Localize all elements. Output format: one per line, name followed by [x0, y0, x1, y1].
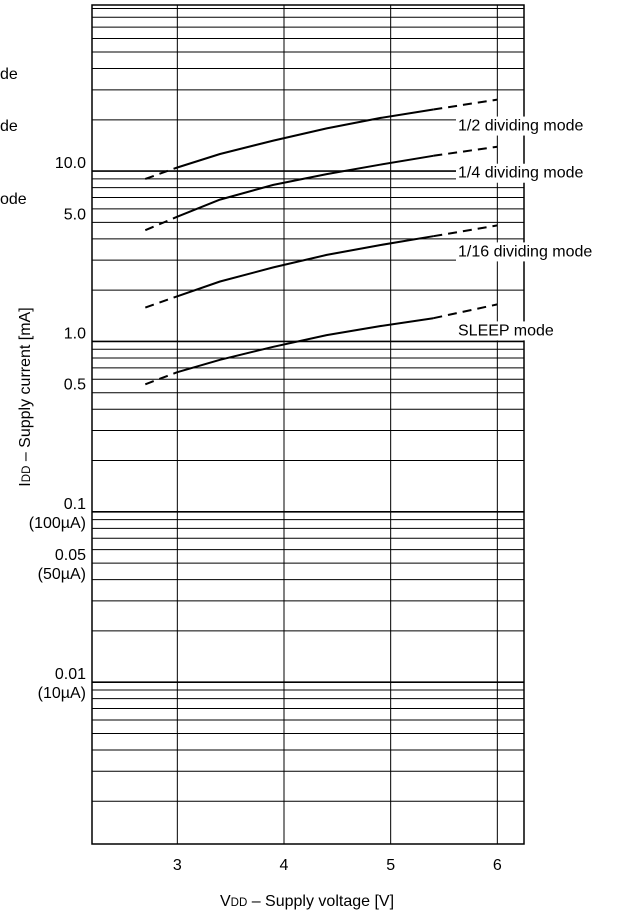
- y-tick-label: 5.0: [64, 206, 86, 223]
- series-1-dashed-low: [144, 166, 178, 180]
- series-4-dashed-low: [144, 371, 178, 386]
- y-tick-label: (50µA): [38, 566, 86, 583]
- series-1-line: [176, 108, 434, 169]
- series-3-dashed-high: [433, 224, 498, 238]
- y-tick-label: (10µA): [38, 685, 86, 702]
- series-1-dashed-high: [433, 98, 498, 111]
- series-4-dashed-high: [433, 303, 498, 320]
- series-label-3: 1/16 dividing mode: [458, 243, 592, 260]
- x-tick-label-5: 5: [386, 857, 395, 874]
- plot-frame: [91, 4, 525, 845]
- clipped-label-3: ode: [0, 191, 27, 208]
- series-2-line: [176, 154, 434, 218]
- y-tick-label: (100µA): [29, 515, 86, 532]
- y-tick-label: 0.01: [55, 666, 86, 683]
- series-3-dashed-low: [144, 295, 178, 309]
- series-2-dashed-high: [433, 145, 498, 157]
- series-label-2: 1/4 dividing mode: [458, 165, 584, 182]
- x-tick-labels: 3 4 5 6: [173, 857, 502, 874]
- series-3-line: [176, 235, 434, 298]
- x-axis-label: VDD – Supply voltage [V]: [220, 893, 394, 910]
- y-tick-labels: 10.0 5.0 1.0 0.5 0.1 (100µA) 0.05 (50µA) 0.01 (10…: [29, 155, 86, 702]
- y-tick-label: 1.0: [64, 325, 86, 342]
- clipped-label-2: de: [0, 118, 18, 135]
- series-label-backing: [456, 242, 595, 262]
- y-tick-label: 0.1: [64, 496, 86, 513]
- series-label-backing: [456, 163, 586, 183]
- series-label-1: 1/2 dividing mode: [458, 118, 584, 135]
- y-axis-label: IDD – Supply current [mA]: [17, 307, 34, 486]
- horizontal-gridlines: [92, 8, 524, 802]
- series-2-dashed-low: [144, 215, 178, 232]
- x-tick-label-6: 6: [493, 857, 502, 874]
- x-tick-label-3: 3: [173, 857, 182, 874]
- y-tick-label: 0.05: [55, 547, 86, 564]
- series-label-layer: 1/2 dividing mode 1/4 dividing mode 1/16 d…: [456, 116, 595, 341]
- series-label-4: SLEEP mode: [458, 322, 554, 339]
- series-4-line: [177, 317, 434, 374]
- series-layer: [144, 98, 498, 386]
- y-tick-label: 0.5: [64, 377, 86, 394]
- vertical-gridlines: [176, 5, 498, 844]
- clipped-label-1: de: [0, 66, 18, 83]
- y-tick-label: 10.0: [55, 155, 86, 172]
- x-tick-label-4: 4: [280, 857, 289, 874]
- series-label-backing: [456, 116, 586, 136]
- series-label-backing: [456, 321, 556, 341]
